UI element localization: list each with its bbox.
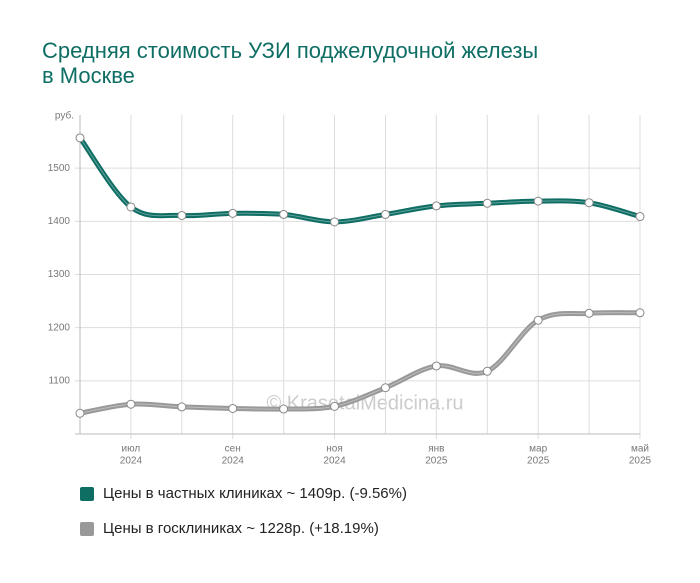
point: [635, 212, 645, 222]
y-axis-label: руб.: [55, 110, 74, 122]
point: [431, 201, 441, 211]
legend-swatch: [80, 522, 94, 536]
chart-title: Средняя стоимость УЗИ поджелудочной желе…: [42, 38, 538, 63]
x-tick-label: 2024: [120, 456, 143, 467]
point: [126, 202, 136, 212]
point: [584, 198, 594, 208]
point: [177, 402, 187, 412]
x-tick-label: 2024: [222, 456, 245, 467]
point: [431, 361, 441, 371]
x-tick-label: 2025: [629, 456, 652, 467]
point: [228, 208, 238, 218]
point: [279, 404, 289, 414]
point: [380, 383, 390, 393]
legend-label: Цены в частных клиниках ~ 1409р. (-9.56%…: [103, 485, 407, 502]
point: [482, 198, 492, 208]
y-tick-label: 1400: [48, 216, 71, 227]
x-tick-label: июл: [122, 444, 141, 455]
y-tick-label: 1300: [48, 269, 71, 280]
point: [279, 209, 289, 219]
point: [533, 196, 543, 206]
point: [533, 315, 543, 325]
x-tick-label: май: [631, 444, 649, 455]
y-tick-label: 1100: [48, 375, 70, 386]
point: [584, 308, 594, 318]
point: [228, 403, 238, 413]
series-line-highlight: [79, 137, 641, 223]
x-tick-label: янв: [428, 444, 444, 455]
x-tick-label: мар: [529, 444, 547, 455]
x-tick-label: 2025: [527, 456, 550, 467]
point: [330, 401, 340, 411]
x-tick-label: 2024: [323, 456, 346, 467]
point: [482, 366, 492, 376]
legend-label: Цены в госклиниках ~ 1228р. (+18.19%): [103, 520, 379, 537]
point: [126, 399, 136, 409]
chart-title: в Москве: [42, 63, 135, 88]
point: [380, 209, 390, 219]
point: [75, 133, 85, 143]
x-tick-label: ноя: [326, 444, 343, 455]
point: [330, 217, 340, 227]
x-tick-label: 2025: [425, 456, 448, 467]
x-tick-label: сен: [225, 444, 241, 455]
y-tick-label: 1200: [48, 322, 71, 333]
legend-swatch: [80, 487, 94, 501]
point: [177, 210, 187, 220]
point: [635, 308, 645, 318]
y-tick-label: 1500: [48, 163, 71, 174]
point: [75, 408, 85, 418]
series-line: [77, 136, 641, 225]
